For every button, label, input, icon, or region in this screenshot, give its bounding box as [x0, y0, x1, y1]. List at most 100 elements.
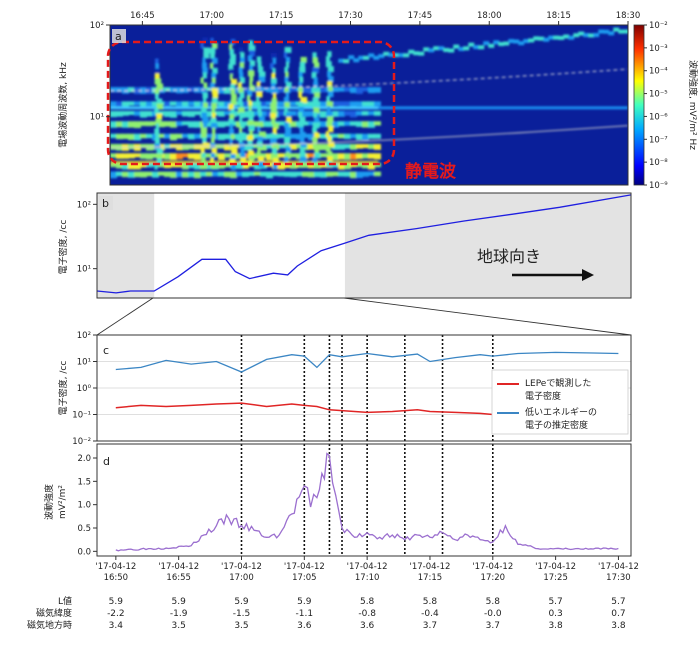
spectrogram-cell: [239, 57, 245, 64]
panel-d-letter: d: [103, 455, 110, 468]
spectrogram-cell: [152, 101, 159, 108]
x-tick-date: '17-04-12: [347, 562, 388, 572]
spectrogram-cell: [488, 43, 495, 48]
x-tick-date: '17-04-12: [221, 562, 262, 572]
spectrogram-cell: [458, 47, 465, 52]
spectrogram-cell: [224, 110, 231, 115]
spectrogram-cell: [203, 97, 207, 104]
spectrogram-cell: [242, 171, 249, 178]
spectrogram-cell: [257, 106, 262, 113]
spectrogram-cell: [328, 126, 334, 133]
spectrogram-cell: [140, 101, 147, 107]
spectrogram-cell: [248, 45, 256, 52]
spectrogram-cell: [134, 110, 141, 116]
spectrogram-cell: [202, 92, 208, 99]
spectrogram-cell: [356, 153, 363, 159]
spectrogram-cell: [290, 143, 297, 150]
x-tick-date: '17-04-12: [472, 562, 513, 572]
spectrogram-cell: [338, 162, 345, 170]
table-cell: 3.5: [172, 621, 186, 631]
spectrogram-cell: [356, 133, 363, 141]
spectrogram-cell: [284, 131, 291, 138]
panel-a-y-tick-label: 10¹: [90, 113, 104, 123]
spectrogram-cell: [188, 110, 195, 117]
spectrogram-cell: [290, 162, 297, 169]
spectrogram-cell: [538, 36, 545, 41]
spectrogram-cell: [212, 133, 219, 140]
spectrogram-cell: [176, 133, 183, 139]
spectrogram-cell: [272, 133, 279, 139]
spectrogram-cell: [278, 121, 285, 126]
spectrogram-cell: [238, 132, 246, 139]
spectrogram-cell: [212, 57, 218, 64]
spectrogram-cell: [134, 162, 141, 170]
spectrogram-cell: [211, 147, 218, 154]
spectrogram-cell: [297, 121, 304, 128]
spectrogram-cell: [299, 151, 306, 158]
spectrogram-cell: [493, 40, 500, 45]
spectrogram-cell: [212, 92, 219, 99]
spectrogram-cell: [188, 121, 195, 128]
spectrogram-cell: [257, 156, 265, 163]
spectrogram-cell: [308, 171, 315, 178]
spectrogram-cell: [325, 56, 330, 63]
panel-d-frame: [96, 443, 632, 557]
spectrogram-cell: [266, 143, 273, 149]
spectrogram-cell: [238, 87, 244, 94]
spectrogram-cell: [210, 52, 215, 59]
table-cell: 3.7: [486, 621, 500, 631]
colorbar-tick-label: 10⁻³: [649, 44, 668, 54]
spectrogram-cell: [278, 143, 285, 149]
spectrogram-cell: [122, 133, 129, 140]
spectrogram-cell: [122, 153, 129, 159]
spectrogram-cell: [418, 51, 425, 56]
spectrogram-cell: [374, 171, 381, 177]
panel-a-y-ticks: 10² 10¹: [90, 21, 110, 123]
spectrogram-cell: [285, 91, 290, 98]
spectrogram-cell: [302, 87, 309, 94]
spectrogram-cell: [272, 58, 277, 65]
table-cell: -0.4: [421, 609, 439, 619]
table-cell: -0.0: [484, 609, 502, 619]
spectrogram-cell: [155, 123, 159, 130]
spectrogram-cell: [338, 121, 345, 127]
spectrogram-cell: [164, 143, 171, 149]
spectrogram-cell: [298, 111, 303, 118]
spectrogram-cell: [229, 58, 236, 65]
spectrogram-cell: [259, 131, 266, 138]
spectrogram-cell: [237, 107, 245, 114]
spectrogram-cell: [503, 41, 510, 46]
spectrogram-cell: [348, 55, 355, 60]
colorbar-tick-label: 10⁻⁶: [649, 112, 668, 122]
spectrogram-cell: [299, 136, 305, 143]
spectrogram-cell: [156, 103, 164, 110]
spectrogram-cell: [134, 133, 141, 141]
spectrogram-cell: [270, 108, 277, 115]
spectrogram-cell: [284, 126, 292, 133]
spectrogram-cell: [146, 171, 153, 177]
spectrogram-cell: [170, 162, 177, 168]
spectrogram-cell: [270, 113, 277, 120]
spectrogram-cell: [239, 77, 246, 84]
spectrogram-cell: [299, 126, 304, 133]
spectrogram-cell: [313, 162, 320, 169]
spectrogram-cell: [350, 133, 357, 139]
spectrogram-cell: [313, 92, 321, 99]
spectrogram-cell: [202, 152, 206, 159]
table-cell: -1.5: [233, 609, 251, 619]
spectrogram-cell: [256, 56, 262, 63]
spectrogram-cell: [212, 153, 219, 158]
spectrogram-cell: [212, 67, 218, 74]
legend-lepe-line2: 電子密度: [525, 390, 561, 402]
spectrogram-cell: [272, 123, 280, 130]
spectrogram-cell: [200, 171, 207, 177]
table-cell: 5.8: [486, 597, 501, 607]
spectrogram-cell: [320, 133, 327, 139]
spectrogram-cell: [284, 66, 289, 73]
spectrogram-cell: [218, 133, 225, 141]
spectrogram-cell: [296, 143, 303, 149]
table-cell: 5.9: [234, 597, 249, 607]
spectrogram-cell: [308, 101, 315, 108]
spectrogram-cell: [140, 110, 147, 118]
spectrogram-cell: [248, 105, 252, 112]
